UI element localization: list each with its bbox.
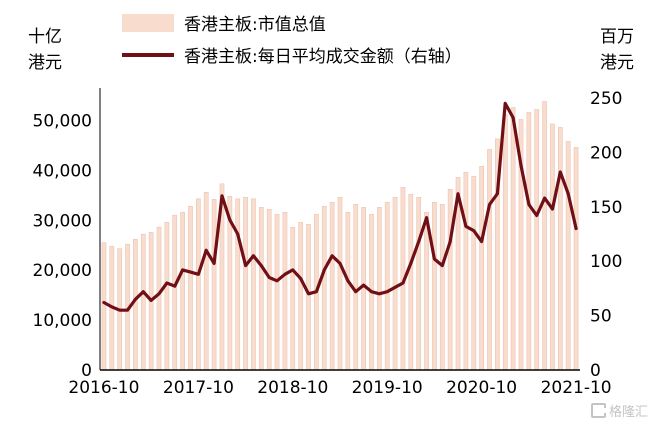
bar-2017-07: [172, 214, 178, 371]
bar-swatch-icon: [122, 13, 174, 32]
legend-label-marketcap: 香港主板:市值总值: [184, 15, 326, 35]
bar-2019-02: [321, 206, 327, 371]
bar-2018-08: [274, 213, 280, 371]
bar-2020-01: [408, 194, 414, 371]
line-swatch-icon: [122, 52, 174, 57]
watermark-logo-icon: [590, 403, 606, 418]
bar-2021-09: [565, 141, 571, 371]
marketcap-bars-series: [101, 101, 579, 371]
bar-2021-08: [557, 127, 563, 371]
bar-2019-09: [376, 207, 382, 371]
bar-2019-07: [361, 207, 366, 371]
bar-2020-06: [447, 189, 453, 371]
left-tick-label: 50,000: [33, 111, 92, 131]
bar-2017-09: [188, 206, 193, 371]
bar-2019-03: [329, 202, 335, 371]
bar-2021-04: [526, 112, 532, 371]
bar-2020-05: [439, 204, 445, 371]
legend-item-marketcap: 香港主板:市值总值: [122, 10, 462, 35]
bar-2018-10: [290, 226, 296, 371]
left-tick-label: 10,000: [33, 311, 92, 331]
left-tick-label: 20,000: [33, 261, 92, 281]
bar-2020-09: [471, 176, 477, 371]
bar-2019-11: [392, 197, 398, 371]
x-tick-label: 2017-10: [163, 378, 234, 398]
left-tick-label: 0: [81, 361, 92, 381]
bar-2021-10: [573, 147, 579, 371]
x-tick-label: 2021-10: [541, 378, 612, 398]
watermark-text: 格隆汇: [608, 405, 648, 420]
right-tick-label: 150: [590, 198, 622, 218]
bar-2020-03: [424, 211, 429, 371]
left-tick-label: 30,000: [33, 211, 92, 231]
x-tick-label: 2019-10: [352, 378, 423, 398]
right-tick-label: 50: [590, 307, 612, 327]
left-tick-label: 40,000: [33, 161, 92, 181]
bar-2017-03: [140, 233, 146, 371]
bar-2020-08: [463, 172, 469, 371]
bar-2018-07: [266, 209, 272, 371]
bar-2017-05: [156, 226, 162, 371]
bar-2018-06: [258, 207, 264, 371]
right-axis-unit: 百万港元: [600, 27, 634, 74]
bar-2019-05: [345, 211, 351, 371]
bar-2018-04: [243, 197, 248, 371]
bar-2017-06: [164, 221, 170, 371]
x-tick-label: 2016-10: [68, 378, 139, 398]
legend-item-turnover: 香港主板:每日平均成交金额（右轴）: [122, 42, 462, 67]
bar-2018-05: [251, 198, 256, 371]
bar-2020-02: [416, 197, 422, 371]
right-tick-label: 200: [590, 143, 622, 163]
bar-2017-10: [196, 198, 201, 371]
bar-2017-08: [180, 211, 185, 371]
bar-2021-05: [534, 109, 540, 371]
x-tick-label: 2020-10: [446, 378, 517, 398]
bar-2017-12: [211, 199, 217, 371]
bar-2021-02: [510, 107, 516, 371]
watermark: 格隆汇: [590, 401, 648, 420]
bar-2020-10: [479, 166, 484, 371]
bar-2021-01: [502, 114, 508, 371]
legend: 香港主板:市值总值 香港主板:每日平均成交金额（右轴）: [122, 10, 462, 67]
bar-2018-11: [298, 221, 303, 371]
bar-2019-10: [384, 202, 390, 371]
legend-label-turnover: 香港主板:每日平均成交金额（右轴）: [184, 47, 462, 67]
left-axis-unit: 十亿港元: [28, 27, 62, 74]
bar-2018-09: [282, 211, 288, 371]
bar-2017-02: [133, 238, 138, 371]
turnover-line: [102, 101, 578, 312]
bar-2019-04: [337, 197, 343, 371]
right-tick-label: 250: [590, 89, 622, 109]
bar-2021-07: [550, 123, 555, 371]
bar-2016-10: [101, 242, 107, 371]
right-tick-label: 100: [590, 252, 622, 272]
x-tick-label: 2018-10: [257, 378, 328, 398]
bar-2018-03: [235, 198, 241, 371]
right-tick-label: 0: [590, 361, 601, 381]
bar-2020-04: [432, 202, 437, 371]
bar-2017-11: [203, 192, 209, 371]
bar-2021-06: [542, 101, 547, 371]
bar-2020-11: [487, 149, 492, 371]
bar-2018-12: [306, 223, 311, 371]
